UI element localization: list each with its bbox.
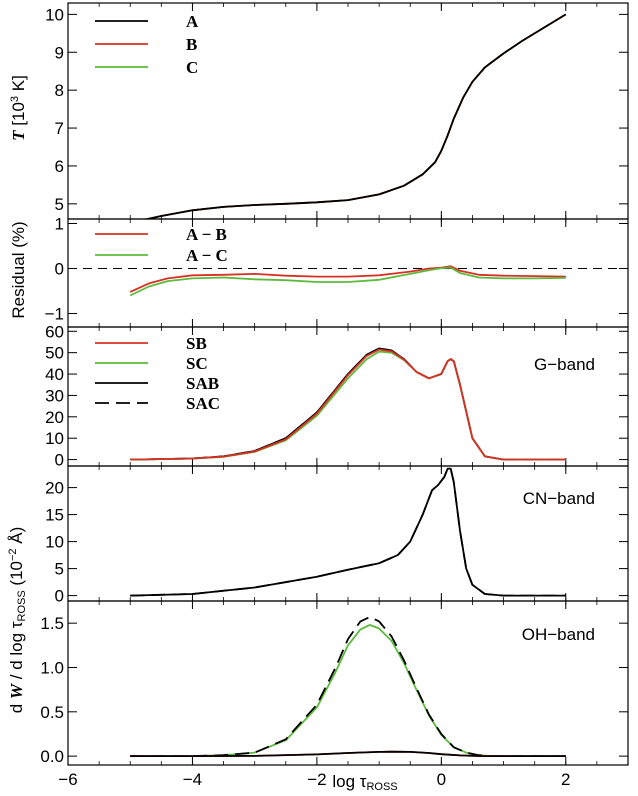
temperature-legend-label: B — [186, 35, 197, 54]
temperature-y-tick-label: 7 — [55, 119, 64, 138]
cn-band-y-tick-label: 5 — [55, 560, 64, 579]
g-band-y-tick-label: 40 — [45, 365, 64, 384]
x-tick-label: 2 — [561, 770, 570, 789]
residual-legend-label: A − C — [186, 246, 228, 265]
x-tick-label: −6 — [58, 770, 77, 789]
temperature-series-a — [143, 13, 567, 219]
cn-band-panel: 0 5 10 15 20 CN−band — [45, 465, 629, 606]
oh-band-panel: 0.0 0.5 1.0 1.5 OH−band — [40, 600, 629, 766]
g-band-series-sb — [130, 348, 566, 461]
g-band-y-tick-label: 20 — [45, 408, 64, 427]
band-y-label-exp: −2 — [7, 548, 19, 561]
g-band-label: G−band — [534, 355, 595, 374]
temperature-y-tick-label: 6 — [55, 157, 64, 176]
band-y-label-sub: ROSS — [16, 590, 28, 621]
residual-series-a-c — [129, 266, 566, 297]
g-band-frame — [67, 326, 629, 467]
x-tick-label: −4 — [183, 770, 202, 789]
g-band-legend-label: SB — [186, 334, 207, 353]
band-y-label-units: (10 — [7, 561, 26, 590]
temperature-legend-label: A — [186, 12, 199, 31]
x-axis-label-sub: ROSS — [366, 781, 397, 793]
x-axis-label: log τROSS — [332, 772, 397, 793]
temperature-y-axis-label: T [103 K] — [9, 75, 28, 141]
temperature-y-label-exp: 3 — [9, 96, 21, 102]
temperature-y-tick-label: 8 — [55, 81, 64, 100]
oh-band-label: OH−band — [522, 625, 595, 644]
g-band-y-tick-label: 0 — [55, 451, 64, 470]
residual-frame — [67, 218, 629, 328]
x-axis-label-main: log τ — [332, 772, 366, 791]
residual-panel: −1 0 1 A − B A − C — [45, 215, 629, 328]
temperature-y-label-rest: [10 — [9, 102, 28, 130]
temperature-y-tick-label: 9 — [55, 43, 64, 62]
x-tick-label: −2 — [307, 770, 326, 789]
g-band-y-tick-label: 10 — [45, 429, 64, 448]
g-band-legend-label: SC — [186, 354, 208, 373]
cn-band-y-tick-label: 15 — [45, 506, 64, 525]
temperature-legend-label: C — [186, 58, 198, 77]
temperature-y-tick-label: 5 — [55, 195, 64, 214]
temperature-frame — [67, 2, 629, 220]
oh-band-y-tick-label: 1.5 — [40, 614, 64, 633]
residual-legend-label: A − B — [186, 225, 227, 244]
cn-band-label: CN−band — [523, 489, 595, 508]
cn-band-y-tick-label: 0 — [55, 587, 64, 606]
oh-band-y-tick-label: 0.5 — [40, 703, 64, 722]
cn-band-frame — [67, 465, 629, 602]
temperature-y-tick-label: 10 — [45, 5, 64, 24]
g-band-legend-label: SAC — [186, 394, 220, 413]
residual-y-axis-label: Residual (%) — [9, 221, 28, 318]
temperature-panel: 5 6 7 8 9 10 ABC — [45, 2, 629, 220]
oh-band-series-sab — [130, 750, 566, 757]
cn-band-y-tick-label: 20 — [45, 479, 64, 498]
cn-band-series-sac — [130, 467, 566, 597]
g-band-y-tick-label: 50 — [45, 344, 64, 363]
band-y-label-mid: / d log τ — [7, 621, 26, 684]
oh-band-series-sac — [130, 616, 566, 757]
cn-band-series-sab — [130, 467, 566, 597]
band-y-axis-label: d W / d log τROSS (10−2 Å) — [7, 527, 28, 714]
temperature-y-label-tail: K] — [9, 75, 28, 96]
oh-band-y-tick-label: 0.0 — [40, 747, 64, 766]
residual-series-a-b — [129, 265, 566, 293]
temperature-y-label-t: T — [9, 130, 28, 141]
oh-band-y-tick-label: 1.0 — [40, 658, 64, 677]
g-band-y-tick-label: 60 — [45, 322, 64, 341]
residual-y-tick-label: 1 — [55, 215, 64, 234]
x-tick-label: 0 — [437, 770, 446, 789]
oh-band-series-sc — [130, 624, 566, 757]
residual-y-tick-label: 0 — [55, 260, 64, 279]
g-band-legend-label: SAB — [186, 374, 219, 393]
g-band-y-tick-label: 30 — [45, 386, 64, 405]
band-y-label-d: d — [7, 699, 26, 713]
band-y-label-w: W — [7, 682, 26, 699]
band-y-label-tail: Å) — [7, 527, 26, 549]
residual-y-tick-label: −1 — [45, 305, 64, 324]
cn-band-y-tick-label: 10 — [45, 533, 64, 552]
